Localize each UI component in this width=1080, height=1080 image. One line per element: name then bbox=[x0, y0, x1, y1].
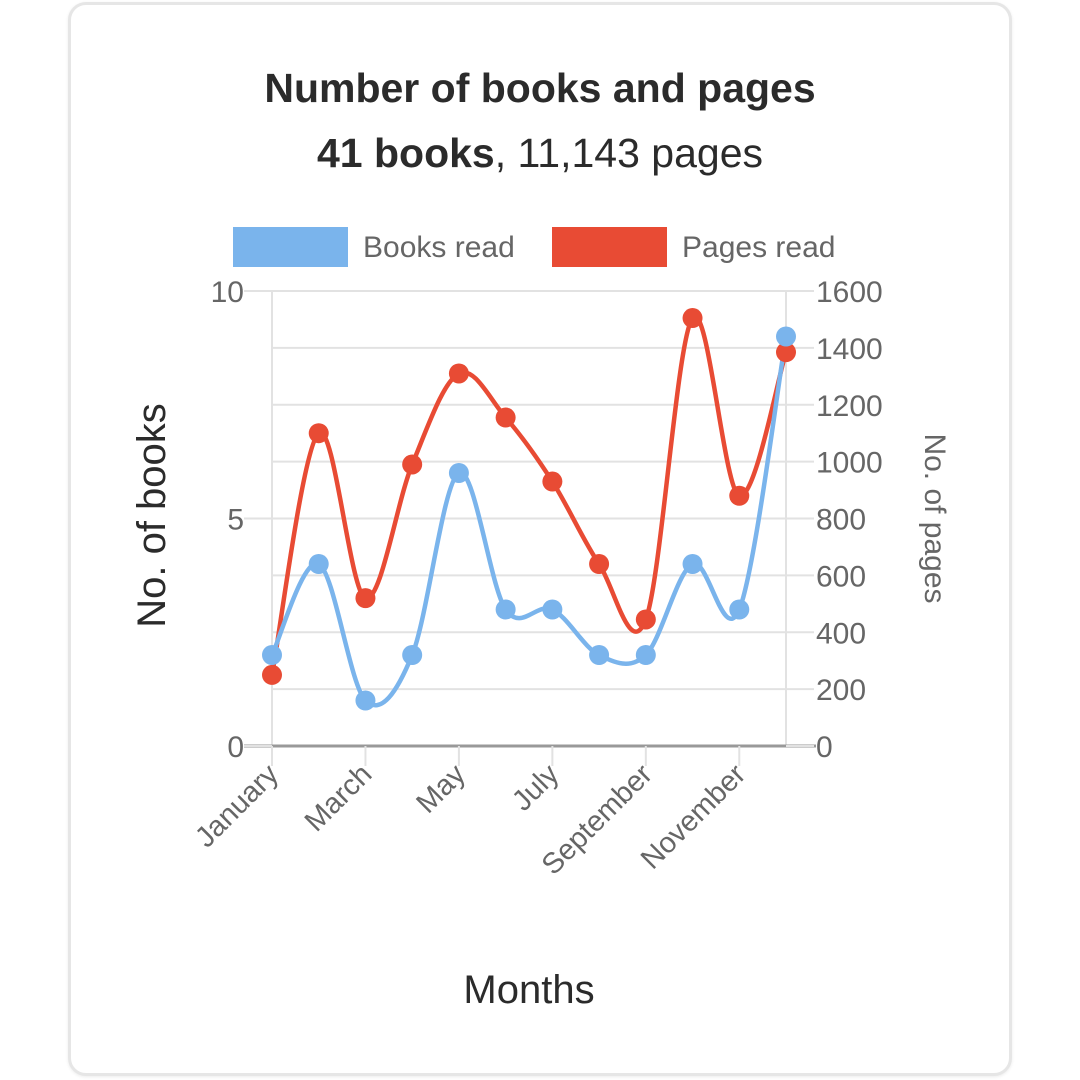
books-read-point[interactable] bbox=[262, 645, 282, 665]
y2-tick-label: 1200 bbox=[816, 390, 883, 423]
chart-card: Number of books and pages 41 books, 11,1… bbox=[68, 2, 1012, 1076]
y2-tick-label: 600 bbox=[816, 560, 866, 593]
books-read-point[interactable] bbox=[355, 690, 376, 711]
pages-read-point[interactable] bbox=[776, 342, 796, 363]
axes: 0 5 10 0 200 400 600 800 1000 1200 1400 1600 January… bbox=[189, 276, 882, 881]
y2-tick-label: 0 bbox=[816, 731, 833, 764]
books-read-point[interactable] bbox=[402, 645, 423, 665]
pages-read-point[interactable] bbox=[308, 423, 329, 444]
y2-tick-label: 1000 bbox=[816, 447, 883, 480]
books-read-point[interactable] bbox=[542, 599, 563, 620]
x-tick-label: March bbox=[299, 758, 379, 838]
legend-label: Pages read bbox=[682, 231, 835, 264]
y-tick-label: 5 bbox=[227, 504, 244, 537]
books-read-point[interactable] bbox=[448, 463, 469, 483]
y2-tick-label: 800 bbox=[816, 504, 866, 537]
legend-label: Books read bbox=[363, 231, 515, 264]
x-tick-label: May bbox=[410, 758, 472, 820]
books-read-point[interactable] bbox=[308, 554, 329, 574]
y2-tick-label: 200 bbox=[816, 674, 866, 707]
x-tick-label: July bbox=[506, 758, 565, 817]
y2-tick-label: 1400 bbox=[816, 333, 883, 366]
y2-tick-label: 400 bbox=[816, 617, 866, 650]
y-axis-title: No. of books bbox=[130, 403, 174, 628]
y-tick-label: 10 bbox=[211, 276, 244, 309]
data-points bbox=[262, 308, 796, 711]
books-read-line bbox=[269, 334, 789, 708]
pages-read-point[interactable] bbox=[448, 363, 469, 384]
pages-read-line bbox=[269, 314, 789, 678]
legend[interactable]: Books read Pages read bbox=[233, 227, 835, 267]
chart-subtitle: 41 books, 11,143 pages bbox=[71, 130, 1009, 177]
y2-axis-title: No. of pages bbox=[918, 433, 951, 603]
legend-books-read[interactable]: Books read bbox=[233, 227, 515, 267]
y2-tick-label: 1600 bbox=[816, 276, 883, 309]
pages-read-point[interactable] bbox=[402, 454, 423, 475]
x-axis-title: Months bbox=[463, 968, 594, 1012]
pages-read-point[interactable] bbox=[589, 554, 610, 574]
pages-read-point[interactable] bbox=[682, 308, 703, 329]
axis-titles: No. of books No. of pages Months bbox=[130, 403, 951, 1012]
books-total: 41 books bbox=[316, 130, 495, 176]
pages-read-point[interactable] bbox=[635, 609, 656, 630]
pages-read-point[interactable] bbox=[495, 407, 516, 428]
y-tick-label: 0 bbox=[227, 731, 244, 764]
pages-total: 11,143 pages bbox=[517, 130, 763, 176]
pages-read-point[interactable] bbox=[262, 664, 282, 685]
legend-swatch bbox=[233, 227, 348, 267]
books-read-point[interactable] bbox=[495, 599, 516, 620]
chart-title: Number of books and pages bbox=[264, 65, 816, 111]
books-read-point[interactable] bbox=[682, 554, 703, 574]
pages-read-point[interactable] bbox=[355, 588, 376, 609]
books-read-point[interactable] bbox=[589, 645, 610, 665]
books-read-point[interactable] bbox=[729, 599, 750, 620]
pages-read-point[interactable] bbox=[729, 485, 750, 506]
x-tick-label: January bbox=[189, 758, 285, 854]
legend-swatch bbox=[552, 227, 667, 267]
books-read-point[interactable] bbox=[776, 326, 796, 347]
books-read-point[interactable] bbox=[635, 645, 656, 665]
series-lines bbox=[269, 314, 789, 708]
summary-separator: , bbox=[494, 130, 507, 176]
legend-pages-read[interactable]: Pages read bbox=[552, 227, 835, 267]
pages-read-point[interactable] bbox=[542, 471, 563, 492]
